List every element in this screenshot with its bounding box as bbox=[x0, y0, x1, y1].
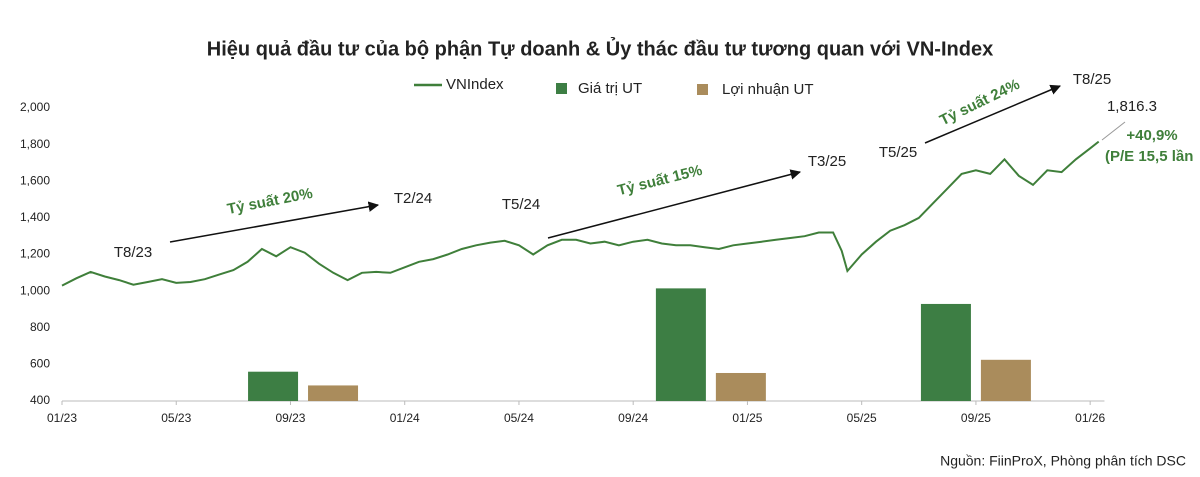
x-tick-label: 01/23 bbox=[47, 411, 77, 425]
legend-swatch bbox=[556, 83, 567, 94]
bar bbox=[248, 371, 299, 401]
x-tick-label: 05/24 bbox=[504, 411, 534, 425]
legend-swatch bbox=[697, 84, 708, 95]
legend-label: Giá trị UT bbox=[578, 80, 642, 97]
annotation: T8/23 bbox=[114, 244, 152, 261]
annotation: T3/25 bbox=[808, 153, 846, 170]
legend: VNIndex Giá trị UT Lợi nhuận UT bbox=[414, 76, 814, 98]
source: Nguồn: FiinProX, Phòng phân tích DSC bbox=[940, 453, 1186, 469]
bar bbox=[308, 385, 359, 401]
bar bbox=[715, 372, 766, 401]
y-tick-label: 800 bbox=[30, 320, 50, 334]
annotation: T5/24 bbox=[502, 196, 540, 213]
legend-label: VNIndex bbox=[446, 76, 504, 93]
leader-line bbox=[1101, 121, 1126, 141]
arrow bbox=[924, 84, 1061, 144]
annotation: 1,816.3 bbox=[1107, 98, 1157, 115]
annotation: Tỷ suất 15% bbox=[616, 162, 704, 199]
y-tick-label: 600 bbox=[30, 357, 50, 371]
y-tick-label: 1,400 bbox=[20, 210, 50, 224]
annotation: +40,9% bbox=[1126, 127, 1177, 144]
annotation: (P/E 15,5 lần bbox=[1105, 148, 1193, 165]
annotation: Tỷ suất 20% bbox=[226, 185, 314, 218]
annotation: T5/25 bbox=[879, 144, 917, 161]
arrow bbox=[547, 169, 802, 239]
x-tick-label: 01/26 bbox=[1075, 411, 1105, 425]
x-tick-label: 01/25 bbox=[732, 411, 762, 425]
x-tick-label: 09/24 bbox=[618, 411, 648, 425]
bar bbox=[980, 359, 1031, 401]
y-tick-label: 1,600 bbox=[20, 173, 50, 187]
y-tick-label: 1,800 bbox=[20, 137, 50, 151]
annotations: Tỷ suất 20% T8/23 T2/24 T5/24 Tỷ suất 15… bbox=[114, 71, 1194, 261]
legend-label: Lợi nhuận UT bbox=[722, 81, 814, 98]
y-tick-label: 400 bbox=[30, 393, 50, 407]
x-tick-label: 09/25 bbox=[961, 411, 991, 425]
x-tick-label: 05/23 bbox=[161, 411, 191, 425]
x-tick-label: 01/24 bbox=[390, 411, 420, 425]
x-tick-label: 09/23 bbox=[275, 411, 305, 425]
annotation: T8/25 bbox=[1073, 71, 1111, 88]
y-tick-label: 1,000 bbox=[20, 283, 50, 297]
chart-title: Hiệu quả đầu tư của bộ phận Tự doanh & Ủ… bbox=[207, 36, 993, 60]
x-tick-label: 05/25 bbox=[847, 411, 877, 425]
y-tick-label: 2,000 bbox=[20, 100, 50, 114]
line bbox=[61, 140, 1100, 287]
plot: 400 600 800 1,000 1,200 1,400 1,600 1,800 2,000 0… bbox=[20, 100, 1106, 425]
y-tick-label: 1,200 bbox=[20, 247, 50, 261]
annotation: Tỷ suất 24% bbox=[937, 76, 1022, 129]
annotation: T2/24 bbox=[394, 190, 432, 207]
arrow bbox=[169, 201, 380, 243]
bar bbox=[655, 288, 706, 401]
bar bbox=[920, 303, 971, 401]
